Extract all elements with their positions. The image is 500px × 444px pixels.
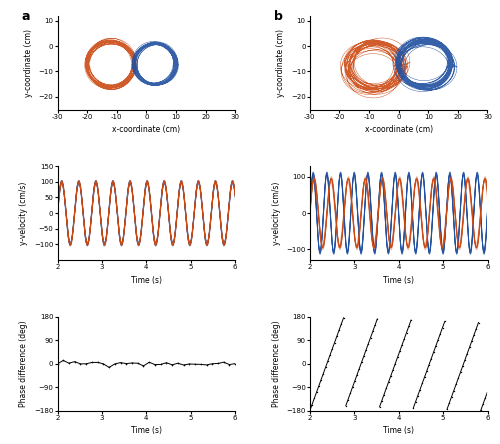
X-axis label: Time (s): Time (s)	[383, 426, 414, 436]
Y-axis label: Phase difference (deg): Phase difference (deg)	[272, 320, 280, 407]
X-axis label: Time (s): Time (s)	[131, 276, 162, 285]
Y-axis label: y-coordinate (cm): y-coordinate (cm)	[276, 28, 285, 97]
X-axis label: Time (s): Time (s)	[131, 426, 162, 436]
Text: b: b	[274, 10, 283, 23]
Y-axis label: y-velocity (cm/s): y-velocity (cm/s)	[20, 182, 28, 245]
Y-axis label: y-velocity (cm/s): y-velocity (cm/s)	[272, 182, 280, 245]
Y-axis label: Phase difference (deg): Phase difference (deg)	[20, 320, 28, 407]
Text: a: a	[22, 10, 30, 23]
X-axis label: x-coordinate (cm): x-coordinate (cm)	[364, 125, 432, 135]
X-axis label: x-coordinate (cm): x-coordinate (cm)	[112, 125, 180, 135]
Y-axis label: y-coordinate (cm): y-coordinate (cm)	[24, 28, 33, 97]
X-axis label: Time (s): Time (s)	[383, 276, 414, 285]
